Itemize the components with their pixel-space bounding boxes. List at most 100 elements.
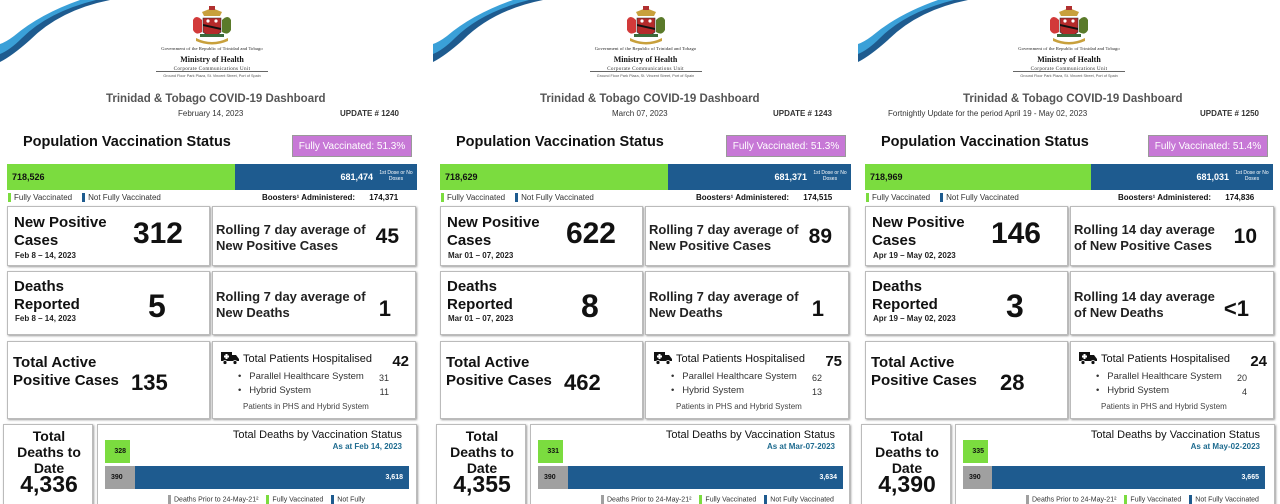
legend-prior: Deaths Prior to 24-May-21² — [168, 495, 258, 504]
vaccination-bar: 718,969 681,031 1st Dose or No Doses — [865, 164, 1273, 190]
not-fully-vaccinated-count: 681,474 — [340, 172, 373, 182]
fully-vaccinated-deaths-bar: 328 — [105, 440, 130, 463]
new-positive-value: 146 — [990, 217, 1041, 250]
new-positive-period: Apr 19 – May 02, 2023 — [873, 251, 956, 260]
dashboard-title: Trinidad & Tobago COVID-19 Dashboard — [540, 93, 760, 105]
legend-fully: Fully Vaccinated — [441, 193, 505, 203]
deaths-reported-label: Deaths Reported — [14, 278, 80, 313]
deaths-by-vax-title: Total Deaths by Vaccination Status — [665, 429, 835, 441]
deaths-reported-value: 3 — [1006, 288, 1024, 324]
hybrid-label: • Hybrid System — [1096, 385, 1170, 396]
phs-value: 20 — [1236, 373, 1247, 383]
new-positive-label: New Positive Cases — [14, 214, 107, 249]
dashboard-title: Trinidad & Tobago COVID-19 Dashboard — [963, 93, 1183, 105]
legend-fully-deaths: Fully Vaccinated — [699, 495, 756, 504]
total-deaths-label: Total Deaths to Date — [17, 428, 81, 476]
new-positive-cases-card: New Positive Cases Mar 01 – 07, 2023 622 — [440, 206, 643, 266]
new-positive-cases-card: New Positive Cases Apr 19 – May 02, 2023… — [865, 206, 1068, 266]
deaths-reported-card: Deaths Reported Apr 19 – May 02, 2023 3 — [865, 271, 1068, 335]
total-active-value: 135 — [131, 370, 168, 395]
total-active-value: 28 — [1000, 370, 1025, 395]
header-rule — [156, 71, 268, 72]
fully-vaccinated-deaths-value: 335 — [972, 448, 984, 455]
deaths-by-vaccination-card: Total Deaths by Vaccination Status As at… — [97, 424, 417, 504]
fully-vaccinated-count: 718,969 — [870, 172, 903, 182]
deaths-as-at: As at Mar-07-2023 — [766, 442, 835, 451]
phs-label: • Parallel Healthcare System — [671, 371, 797, 382]
not-fully-vaccinated-segment: 681,474 1st Dose or No Doses — [235, 164, 417, 190]
government-name: Government of the Republic of Trinidad a… — [161, 46, 263, 51]
phs-value: 62 — [811, 373, 822, 383]
not-fully-vaccinated-segment: 681,371 1st Dose or No Doses — [668, 164, 851, 190]
hospitalised-card: Total Patients Hospitalised 24 • Paralle… — [1070, 341, 1274, 419]
hybrid-value: 4 — [1241, 387, 1247, 397]
total-active-label: Total Active Positive Cases — [13, 354, 119, 389]
hosp-note: Patients in PHS and Hybrid System — [1101, 402, 1227, 411]
legend-not-fully: Not Fully Vaccinated — [82, 193, 161, 203]
population-vaccination-title: Population Vaccination Status — [881, 134, 1089, 150]
fully-vaccinated-deaths-bar: 331 — [538, 440, 563, 463]
not-fully-vaccinated-count: 681,371 — [774, 172, 807, 182]
total-hospitalised-value: 42 — [392, 353, 409, 370]
fully-vaccinated-badge: Fully Vaccinated: 51.3% — [726, 135, 846, 157]
fully-vaccinated-segment: 718,969 — [865, 164, 1091, 190]
not-fully-vaccinated-segment: 681,031 1st Dose or No Doses — [1091, 164, 1273, 190]
hybrid-value: 11 — [379, 387, 389, 397]
new-positive-value: 312 — [132, 217, 183, 250]
rolling-cases-label: Rolling 14 day average of New Positive C… — [1074, 222, 1215, 253]
rolling-deaths-value: 1 — [378, 296, 391, 321]
new-positive-value: 622 — [565, 217, 616, 250]
swoosh-graphic — [0, 0, 110, 62]
total-deaths-card: Total Deaths to Date 4,355 — [436, 424, 526, 504]
swoosh-graphic — [433, 0, 543, 62]
new-positive-label: New Positive Cases — [447, 214, 540, 249]
report-date: March 07, 2023 — [612, 109, 668, 118]
deaths-as-at: As at May-02-2023 — [1190, 442, 1260, 451]
ministry-name: Ministry of Health — [613, 55, 678, 64]
rolling-cases-label: Rolling 7 day average of New Positive Ca… — [216, 222, 366, 253]
prior-deaths-bar: 390 — [963, 466, 992, 489]
legend-fully: Fully Vaccinated — [866, 193, 930, 203]
deaths-reported-value: 5 — [148, 288, 166, 324]
dashboard-panel-2: Government of the Republic of Trinidad a… — [433, 0, 858, 504]
deaths-legend: Deaths Prior to 24-May-21² Fully Vaccina… — [601, 495, 834, 504]
swoosh-graphic — [858, 0, 968, 62]
not-fully-deaths-value: 3,665 — [1241, 474, 1259, 481]
not-fully-deaths-bar: 3,618 — [135, 466, 409, 489]
total-active-card: Total Active Positive Cases 462 — [440, 341, 643, 419]
fully-vaccinated-deaths-value: 328 — [114, 448, 126, 455]
rolling-deaths-label: Rolling 7 day average of New Deaths — [216, 289, 366, 320]
update-number: UPDATE # 1240 — [340, 109, 399, 118]
deaths-period: Apr 19 – May 02, 2023 — [873, 314, 956, 323]
fully-vaccinated-segment: 718,629 — [440, 164, 668, 190]
rolling-cases-card: Rolling 7 day average of New Positive Ca… — [212, 206, 416, 266]
fully-vaccinated-deaths-bar: 335 — [963, 440, 988, 463]
legend-fully-deaths: Fully Vaccinated — [1124, 495, 1181, 504]
unit-address: Ground Floor Park Plaza, St. Vincent Str… — [1020, 74, 1118, 78]
rolling-cases-label: Rolling 7 day average of New Positive Ca… — [649, 222, 799, 253]
not-fully-vaccinated-count: 681,031 — [1196, 172, 1229, 182]
deaths-by-vaccination-card: Total Deaths by Vaccination Status As at… — [530, 424, 850, 504]
total-active-label: Total Active Positive Cases — [871, 354, 977, 389]
rolling-deaths-card: Rolling 7 day average of New Deaths 1 — [212, 271, 416, 335]
prior-deaths-value: 390 — [544, 474, 556, 481]
ambulance-icon — [654, 352, 672, 365]
legend-fully: Fully Vaccinated — [8, 193, 72, 203]
total-deaths-value: 4,336 — [20, 471, 78, 497]
unit-address: Ground Floor Park Plaza, St. Vincent Str… — [596, 74, 695, 78]
boosters-administered: Boosters¹ Administered: 174,371 — [262, 193, 399, 202]
phs-label: • Parallel Healthcare System — [238, 371, 364, 382]
total-hospitalised-label: Total Patients Hospitalised — [676, 353, 806, 365]
fully-vaccinated-badge: Fully Vaccinated: 51.4% — [1148, 135, 1268, 157]
population-vaccination-title: Population Vaccination Status — [23, 134, 231, 150]
unit-name: Corporate Communications Unit — [607, 66, 684, 72]
not-fully-deaths-value: 3,618 — [385, 474, 403, 481]
legend-prior: Deaths Prior to 24-May-21² — [1026, 495, 1116, 504]
vaccination-legend: Fully Vaccinated Not Fully Vaccinated — [441, 193, 594, 203]
deaths-reported-label: Deaths Reported — [447, 278, 513, 313]
deaths-reported-card: Deaths Reported Mar 01 – 07, 2023 8 — [440, 271, 643, 335]
panel-gap — [424, 0, 433, 504]
not-fully-deaths-value: 3,634 — [819, 474, 837, 481]
rolling-cases-card: Rolling 14 day average of New Positive C… — [1070, 206, 1274, 266]
